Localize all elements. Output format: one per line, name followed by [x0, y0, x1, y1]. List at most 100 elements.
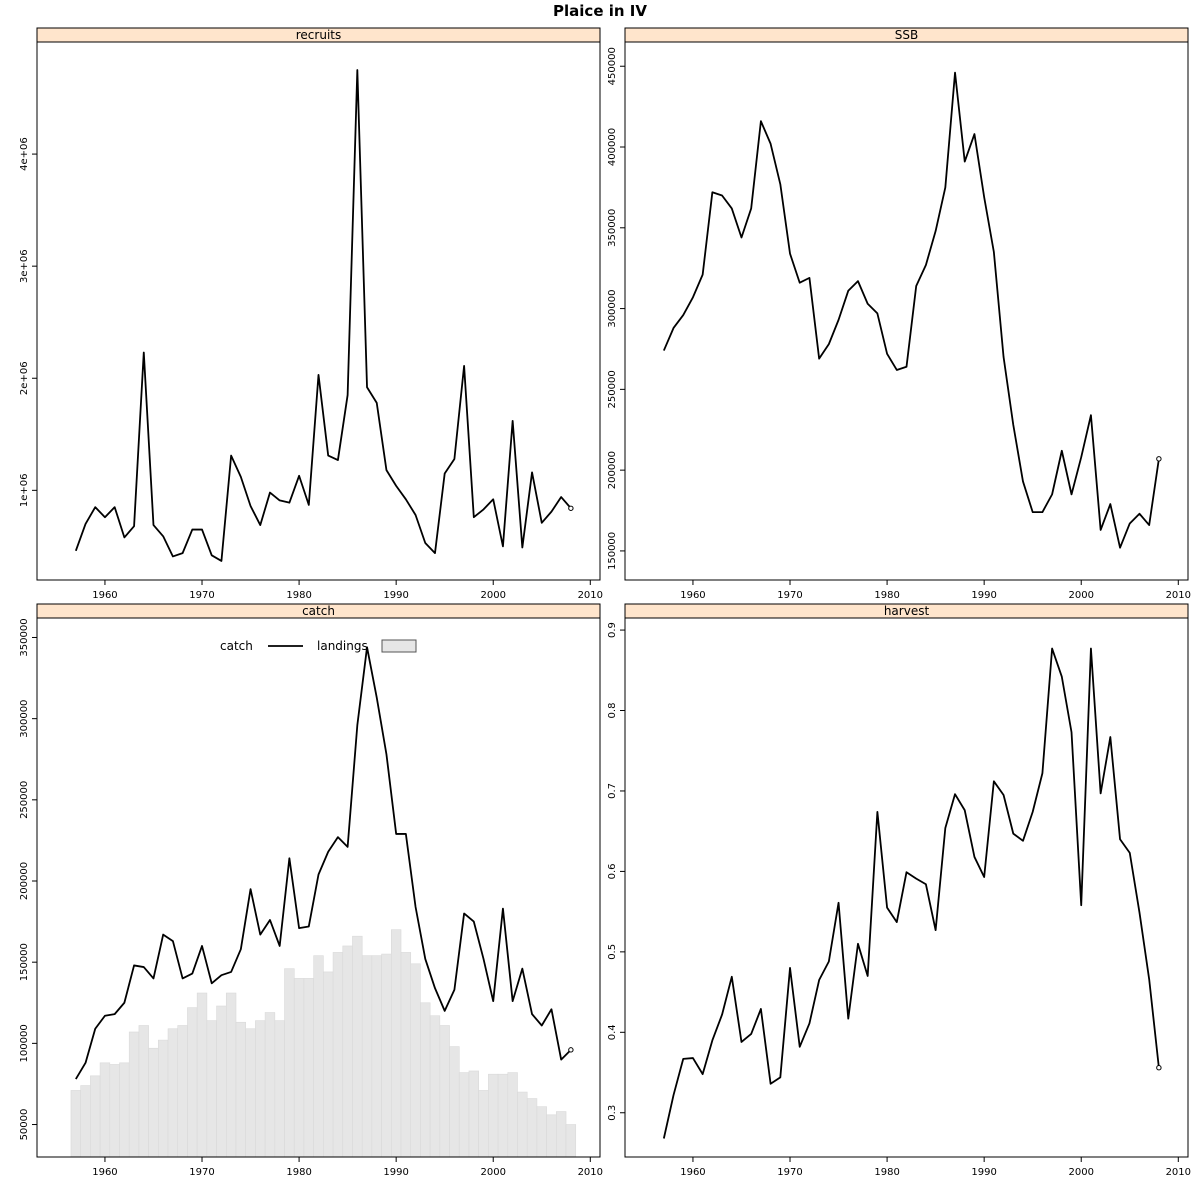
harvest-y-tick-label: 0.4 [607, 1024, 618, 1040]
catch-bar [468, 1070, 479, 1158]
catch-legend: catch landings [220, 639, 417, 653]
recruits-x-tick-label: 1990 [383, 590, 408, 601]
catch-bar [138, 1025, 149, 1158]
catch-bar [323, 971, 334, 1158]
catch-series-line [75, 646, 572, 1080]
catch-bar [546, 1114, 557, 1158]
harvest-y-tick-label: 0.7 [607, 783, 618, 799]
ssb-y-tick-label: 350000 [607, 209, 618, 247]
catch-bar [148, 1047, 159, 1158]
catch-last-point [568, 1047, 574, 1053]
catch-bar [167, 1028, 179, 1158]
catch-bar [225, 992, 237, 1158]
catch-bar [352, 935, 363, 1158]
recruits-y-tick-label: 3e+06 [19, 249, 30, 283]
catch-bar [565, 1124, 577, 1158]
harvest-x-tick-label: 1980 [874, 1167, 899, 1178]
recruits-x-tick-label: 1960 [92, 590, 117, 601]
catch-bar [158, 1039, 169, 1158]
catch-bar [400, 952, 412, 1158]
recruits-y-tick-label: 2e+06 [19, 361, 30, 395]
catch-bar [332, 952, 344, 1158]
catch-bar [196, 992, 208, 1158]
ssb-y-tick-label: 200000 [607, 451, 618, 489]
harvest-panel: harvest 1960 1970 1980 1990 2000 2010 0.3 0.4 0.5… [607, 603, 1191, 1178]
ssb-y-tick-label: 450000 [607, 47, 618, 85]
harvest-x-tick-label: 1970 [777, 1167, 802, 1178]
recruits-y-tick-label: 1e+06 [19, 474, 30, 508]
ssb-x-tick-label: 2000 [1068, 590, 1093, 601]
catch-bar [187, 1007, 198, 1158]
catch-bar [556, 1111, 567, 1158]
recruits-panel-border [36, 27, 601, 581]
catch-bar [128, 1031, 140, 1158]
ssb-panel-border [624, 27, 1189, 581]
recruits-x-tick-label: 2000 [480, 590, 505, 601]
catch-bar [99, 1062, 111, 1158]
catch-bar [526, 1098, 538, 1158]
catch-bar [70, 1090, 81, 1158]
catch-x-tick-label: 1960 [92, 1167, 117, 1178]
catch-x-tick-label: 1980 [286, 1167, 311, 1178]
ssb-x-tick-label: 1960 [680, 590, 705, 601]
catch-bar [235, 1021, 247, 1158]
ssb-x-tick-label: 1990 [971, 590, 996, 601]
catch-bar [274, 1020, 285, 1158]
catch-bar [478, 1090, 489, 1158]
catch-bar [206, 1020, 217, 1158]
catch-bar [517, 1091, 528, 1158]
harvest-x-tick-label: 1990 [971, 1167, 996, 1178]
catch-bar [119, 1062, 130, 1158]
ssb-series-line [663, 71, 1160, 549]
ssb-x-tick-label: 1970 [777, 590, 802, 601]
catch-x-tick-label: 2010 [578, 1167, 603, 1178]
catch-x-tick-label: 1970 [189, 1167, 214, 1178]
catch-x-tick-label: 2000 [480, 1167, 505, 1178]
ssb-x-tick-label: 1980 [874, 590, 899, 601]
catch-y-tick-label: 50000 [19, 1109, 30, 1141]
harvest-x-tick-label: 1960 [680, 1167, 705, 1178]
catch-bar [449, 1046, 460, 1158]
harvest-x-tick-label: 2010 [1166, 1167, 1191, 1178]
recruits-y-tick-label: 4e+06 [19, 137, 30, 171]
ssb-last-point [1156, 456, 1162, 462]
catch-y-tick-label: 350000 [19, 618, 30, 656]
ssb-x-tick-label: 2010 [1166, 590, 1191, 601]
catch-bar [361, 955, 373, 1158]
catch-bar [255, 1020, 266, 1158]
harvest-y-tick-label: 0.6 [607, 863, 618, 879]
catch-bar [216, 1005, 227, 1158]
figure-title: Plaice in IV [553, 2, 647, 20]
catch-y-tick-label: 150000 [19, 943, 30, 981]
ssb-y-tick-label: 300000 [607, 289, 618, 327]
catch-bar [90, 1075, 101, 1158]
recruits-last-point [568, 505, 574, 511]
catch-bar [458, 1072, 470, 1158]
catch-bar [303, 978, 314, 1158]
catch-bar [371, 955, 382, 1158]
catch-bar [410, 963, 421, 1158]
catch-bar [245, 1028, 256, 1158]
catch-bar [293, 978, 305, 1158]
recruits-x-tick-label: 2010 [578, 590, 603, 601]
catch-bar [264, 1012, 276, 1158]
catch-bar [177, 1025, 188, 1158]
catch-bar [342, 945, 353, 1158]
catch-panel: catch 1960 1970 1980 1990 2000 2010 50000 100000… [19, 603, 603, 1178]
recruits-panel-title: recruits [296, 28, 341, 42]
catch-bar [109, 1064, 120, 1158]
catch-y-tick-label: 200000 [19, 862, 30, 900]
harvest-y-tick-label: 0.9 [607, 622, 618, 638]
ssb-y-tick-label: 400000 [607, 128, 618, 166]
catch-y-tick-label: 250000 [19, 781, 30, 819]
harvest-y-tick-label: 0.5 [607, 944, 618, 960]
catch-bar [429, 1015, 441, 1158]
ssb-y-tick-label: 150000 [607, 532, 618, 570]
catch-y-tick-label: 300000 [19, 700, 30, 738]
catch-bar [420, 1002, 431, 1158]
recruits-x-tick-label: 1980 [286, 590, 311, 601]
catch-bar [439, 1025, 450, 1158]
recruits-x-tick-label: 1970 [189, 590, 214, 601]
harvest-y-tick-label: 0.8 [607, 703, 618, 719]
